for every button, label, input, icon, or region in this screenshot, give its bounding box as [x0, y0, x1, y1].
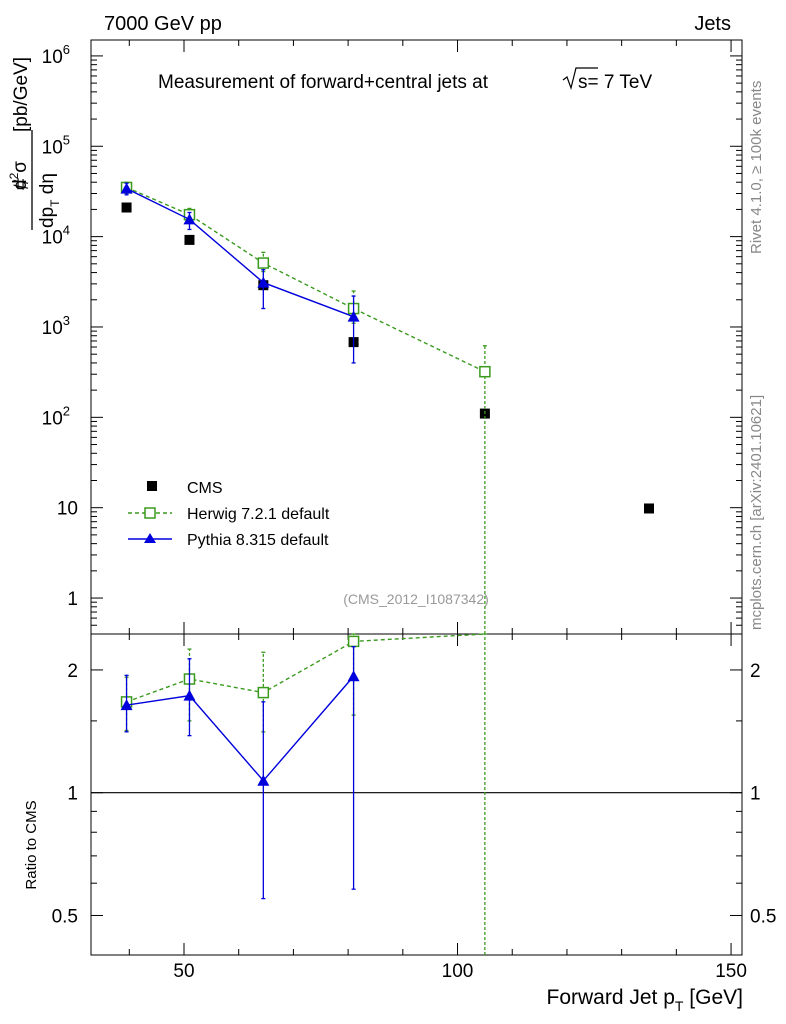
ratio-pythia-point: [257, 774, 270, 786]
legend-cms-marker: [147, 481, 157, 491]
main-y-tick-label: 105: [42, 132, 70, 158]
legend-cms-label: CMS: [187, 480, 223, 497]
ratio-pythia-line: [126, 675, 355, 782]
main-cms-point: [184, 234, 195, 245]
legend-herwig-marker: [144, 507, 156, 519]
main-pythia-point: [257, 276, 270, 288]
main-y-axis-label: # d2σ dpT dη [pb/GeV]: [7, 57, 62, 230]
x-axis-label: Forward Jet pT [GeV]: [547, 986, 743, 1014]
y-label-unit: [pb/GeV]: [11, 57, 32, 132]
plot-title-prefix: Measurement of forward+central jets at: [158, 72, 489, 93]
ratio-y-axis-label: Ratio to CMS: [23, 800, 40, 889]
ratio-pythia-point: [183, 689, 196, 701]
sqrt-s-label: s: [578, 72, 588, 93]
plot-title: Measurement of forward+central jets at: [158, 72, 489, 93]
ratio-y-tick-label-right: 0.5: [750, 906, 776, 927]
sqrt-symbol: [562, 67, 598, 91]
x-axis-label-unit: [GeV]: [683, 986, 743, 1009]
main-pythia-point: [120, 182, 133, 194]
ratio-y-tick-label: 0.5: [52, 906, 78, 927]
header-beam-label: 7000 GeV pp: [104, 13, 222, 35]
mcplots-source-label: mcplots.cern.ch [arXiv:2401.10621]: [748, 395, 765, 630]
ratio-y-tick-label: 1: [67, 784, 78, 805]
ratio-y-tick-label-right: 2: [750, 661, 761, 682]
x-tick-label: 50: [173, 961, 194, 982]
legend-herwig-label: Herwig 7.2.1 default: [187, 506, 330, 523]
main-y-tick-label: 106: [42, 42, 70, 68]
main-pythia-point: [347, 310, 360, 322]
y-label-denominator: dpT dη: [37, 173, 62, 228]
ratio-herwig-line: [126, 633, 485, 703]
ratio-y-tick-label-right: 1: [750, 784, 761, 805]
x-tick-label: 150: [715, 961, 747, 982]
main-y-tick-label: 102: [42, 403, 70, 429]
x-axis-label-main: Forward Jet p: [547, 986, 675, 1009]
main-herwig-point: [257, 257, 270, 269]
x-tick-label: 100: [442, 961, 474, 982]
main-cms-point: [644, 503, 654, 514]
ratio-plot-frame: [90, 633, 743, 956]
x-axis-label-sub: T: [675, 998, 684, 1014]
main-cms-point: [121, 202, 132, 213]
energy-label: = 7 TeV: [588, 72, 653, 93]
main-herwig-point: [479, 365, 491, 378]
ratio-herwig-point: [257, 686, 270, 699]
main-pythia-line: [126, 187, 354, 318]
main-y-tick-label: 10: [57, 499, 78, 520]
main-pythia-point: [183, 213, 196, 225]
ratio-pythia-point: [347, 670, 360, 682]
main-y-tick-label: 1: [67, 589, 78, 610]
y-label-numerator: d2σ: [7, 161, 31, 190]
header-process-label: Jets: [694, 13, 731, 35]
ratio-y-tick-label: 2: [67, 661, 78, 682]
analysis-id-label: (CMS_2012_I1087342): [343, 591, 489, 607]
y-label-hash: #: [10, 178, 33, 190]
legend: CMS Herwig 7.2.1 default Pythia 8.315 de…: [128, 480, 330, 549]
plot-title-suffix: s= 7 TeV: [578, 72, 652, 93]
main-y-tick-label: 103: [42, 313, 70, 339]
ratio-pythia-point: [120, 699, 133, 711]
legend-pythia-marker: [144, 533, 156, 543]
legend-pythia-label: Pythia 8.315 default: [187, 532, 329, 549]
rivet-version-label: Rivet 4.1.0, ≥ 100k events: [748, 81, 765, 254]
ratio-herwig-point: [347, 635, 360, 648]
